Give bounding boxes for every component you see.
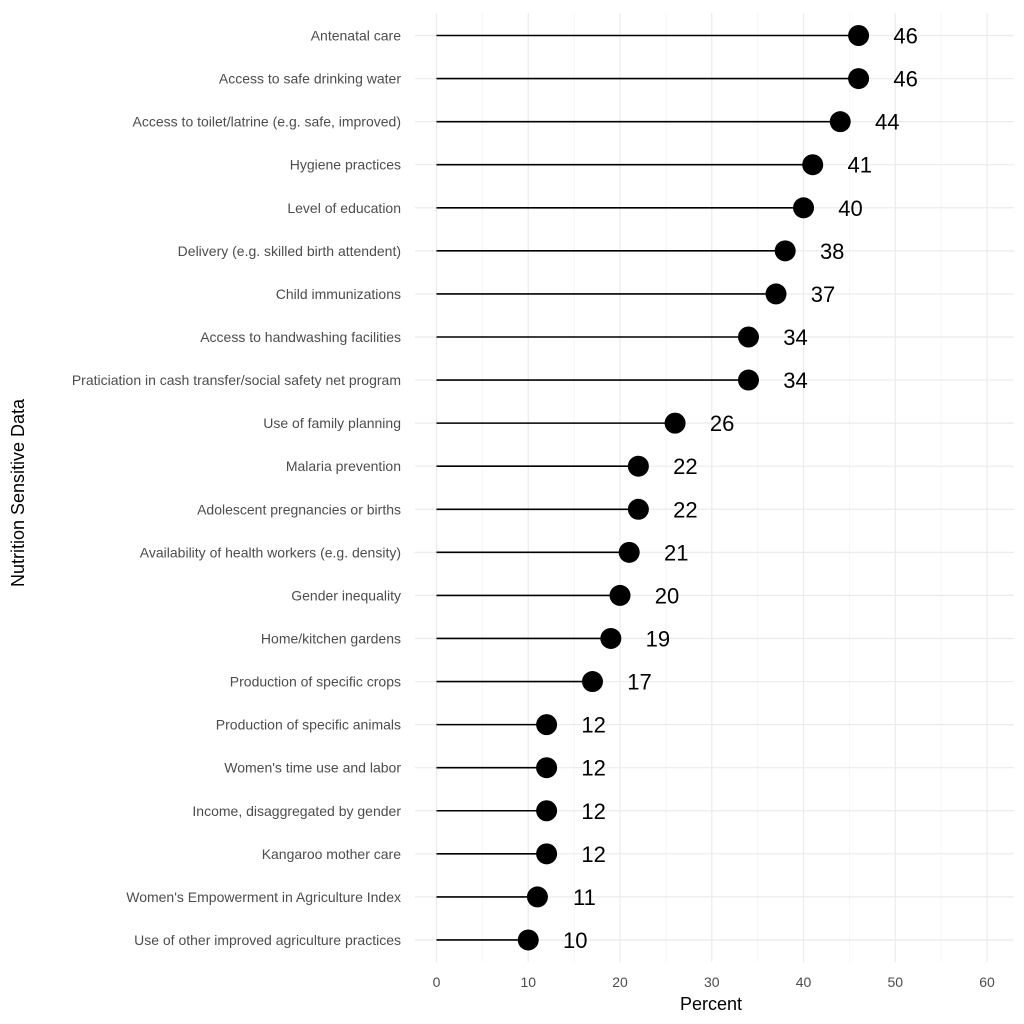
data-label: 22 xyxy=(673,497,697,522)
lollipop-point xyxy=(618,541,640,563)
lollipop-point xyxy=(737,326,759,348)
lollipop-point xyxy=(627,498,649,520)
lollipop-point xyxy=(802,154,824,176)
lollipop-point xyxy=(664,412,686,434)
data-label: 41 xyxy=(847,153,871,178)
data-label: 11 xyxy=(573,885,596,910)
y-tick-label: Kangaroo mother care xyxy=(262,846,402,862)
lollipop-point xyxy=(517,929,539,951)
lollipop-point xyxy=(848,25,870,46)
y-tick-label: Level of education xyxy=(287,200,401,216)
y-tick-labels: Antenatal care Access to safe drinking wa… xyxy=(72,28,401,948)
y-tick-label: Production of specific animals xyxy=(216,717,401,733)
x-tick-label: 30 xyxy=(704,974,720,990)
y-tick-label: Antenatal care xyxy=(311,28,401,44)
y-tick-label: Malaria prevention xyxy=(286,458,401,474)
y-tick-label: Income, disaggregated by gender xyxy=(192,803,401,819)
y-tick-label: Gender inequality xyxy=(291,587,401,603)
lollipop-point xyxy=(526,886,548,908)
y-tick-label: Access to toilet/latrine (e.g. safe, imp… xyxy=(133,114,401,130)
x-tick-label: 60 xyxy=(979,974,995,990)
lollipop-point xyxy=(600,627,622,649)
x-tick-label: 10 xyxy=(520,974,536,990)
y-tick-label: Women's time use and labor xyxy=(224,760,401,776)
lollipop-point xyxy=(627,455,649,477)
lollipop-point xyxy=(774,240,796,262)
x-tick-label: 20 xyxy=(612,974,628,990)
data-label: 21 xyxy=(664,540,688,565)
lollipop-point xyxy=(536,757,558,779)
data-label: 34 xyxy=(783,368,807,393)
lollipop-point xyxy=(536,800,558,822)
data-label: 12 xyxy=(581,799,605,824)
y-tick-label: Women's Empowerment in Agriculture Index xyxy=(126,889,401,905)
data-label: 12 xyxy=(581,713,605,738)
data-label: 12 xyxy=(581,756,605,781)
data-label: 37 xyxy=(811,282,835,307)
x-tick-labels: 0 10 20 30 40 50 60 xyxy=(433,974,995,990)
lollipop-point xyxy=(737,369,759,391)
data-label: 19 xyxy=(646,626,670,651)
grid xyxy=(415,13,1014,962)
x-tick-label: 50 xyxy=(888,974,904,990)
y-tick-label: Access to safe drinking water xyxy=(219,71,401,87)
lollipop-stems xyxy=(436,34,859,941)
lollipop-point xyxy=(848,68,870,90)
data-label: 12 xyxy=(581,842,605,867)
y-tick-label: Hygiene practices xyxy=(290,157,401,173)
y-axis-title: Nutrition Sensitive Data xyxy=(8,398,28,587)
data-label: 40 xyxy=(838,196,862,221)
lollipop-point xyxy=(536,714,558,736)
y-tick-label: Home/kitchen gardens xyxy=(261,630,401,646)
lollipop-point xyxy=(793,197,815,219)
data-label: 38 xyxy=(820,239,844,264)
data-label: 26 xyxy=(710,411,734,436)
data-label: 10 xyxy=(563,928,587,953)
lollipop-point xyxy=(581,671,603,693)
data-label: 34 xyxy=(783,325,807,350)
y-tick-label: Use of other improved agriculture practi… xyxy=(134,932,401,948)
y-tick-label: Access to handwashing facilities xyxy=(200,329,401,345)
data-label: 17 xyxy=(627,670,651,695)
data-label: 22 xyxy=(673,454,697,479)
y-tick-label: Praticiation in cash transfer/social saf… xyxy=(72,372,401,388)
y-tick-label: Production of specific crops xyxy=(230,674,401,690)
data-label: 46 xyxy=(893,24,917,49)
x-tick-label: 40 xyxy=(796,974,812,990)
x-axis-title: Percent xyxy=(680,994,742,1014)
y-tick-label: Use of family planning xyxy=(263,415,401,431)
y-tick-label: Child immunizations xyxy=(276,286,401,302)
data-label: 44 xyxy=(875,110,899,135)
lollipop-point xyxy=(536,843,558,865)
data-label: 46 xyxy=(893,67,917,92)
data-labels: 4646444140383734342622222120191712121212… xyxy=(563,24,918,953)
lollipop-point xyxy=(609,584,631,606)
lollipop-point xyxy=(829,111,851,133)
x-tick-label: 0 xyxy=(433,974,441,990)
y-tick-label: Availability of health workers (e.g. den… xyxy=(140,544,401,560)
y-tick-label: Delivery (e.g. skilled birth attendent) xyxy=(178,243,401,259)
lollipop-point xyxy=(765,283,787,305)
y-tick-label: Adolescent pregnancies or births xyxy=(197,501,401,517)
data-label: 20 xyxy=(655,583,679,608)
lollipop-points xyxy=(517,25,870,951)
